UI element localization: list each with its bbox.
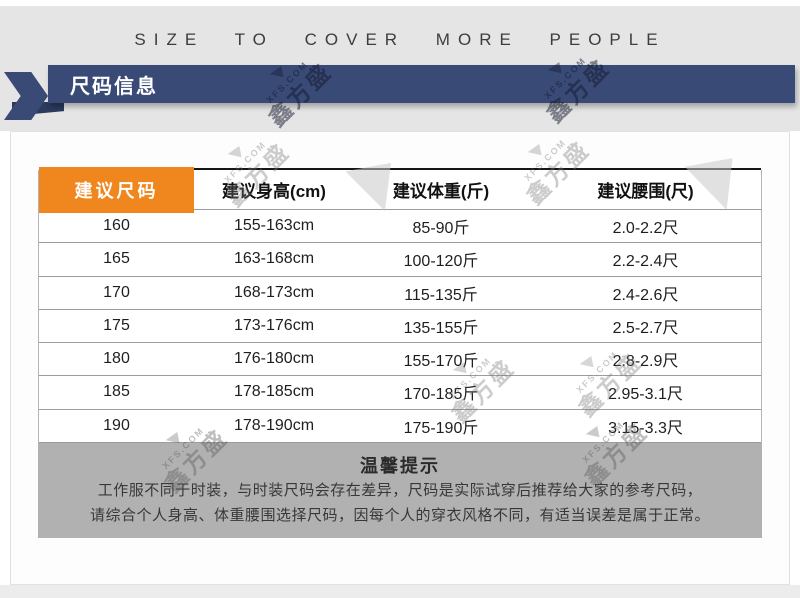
table-cell: 85-90斤 bbox=[412, 220, 470, 238]
table-cell: 2.5-2.7尺 bbox=[612, 319, 679, 337]
table-row: 165 163-168cm 100-120斤 2.2-2.4尺 bbox=[39, 243, 761, 277]
table-row: 190 178-190cm 175-190斤 3.15-3.3尺 bbox=[39, 410, 761, 443]
table-header-row: 建议尺码 建议身高(cm) 建议体重(斤) 建议腰围(尺) bbox=[38, 167, 762, 213]
weight-header-cell: 建议体重(斤) bbox=[392, 182, 490, 201]
table-cell: 135-155斤 bbox=[403, 319, 479, 337]
table-row: 160 155-163cm 85-90斤 2.0-2.2尺 bbox=[39, 210, 761, 244]
table-cell: 2.8-2.9尺 bbox=[612, 353, 679, 371]
table-cell: 2.95-3.1尺 bbox=[608, 386, 683, 404]
tips-title: 温馨提示 bbox=[360, 456, 440, 476]
table-cell: 165 bbox=[103, 250, 130, 268]
table-cell: 2.0-2.2尺 bbox=[612, 220, 679, 238]
bottom-strip bbox=[0, 585, 800, 598]
section-ribbon: 尺码信息 bbox=[48, 65, 795, 103]
section-title: 尺码信息 bbox=[70, 75, 158, 98]
table-cell: 178-190cm bbox=[233, 416, 315, 434]
tips-line-1: 工作服不同于时装，与时装尺码会存在差异，尺码是实际试穿后推荐给大家的参考尺码， bbox=[97, 482, 703, 499]
table-cell: 176-180cm bbox=[233, 350, 315, 368]
table-row: 175 173-176cm 135-155斤 2.5-2.7尺 bbox=[39, 310, 761, 344]
table-top-border bbox=[194, 168, 761, 170]
table-cell: 155-170斤 bbox=[403, 353, 479, 371]
table-cell: 185 bbox=[103, 383, 130, 401]
height-header-cell: 建议身高(cm) bbox=[222, 182, 326, 201]
table-cell: 173-176cm bbox=[233, 316, 315, 334]
table-cell: 115-135斤 bbox=[404, 286, 478, 304]
table-cell: 175 bbox=[103, 316, 130, 334]
table-body: 160 155-163cm 85-90斤 2.0-2.2尺 165 163-168cm 10… bbox=[38, 210, 762, 443]
table-row: 180 176-180cm 155-170斤 2.8-2.9尺 bbox=[39, 343, 761, 377]
tips-line-2: 请综合个人身高、体重腰围选择尺码，因每个人的穿衣风格不同，有适当误差是属于正常。 bbox=[89, 507, 710, 524]
table-cell: 100-120斤 bbox=[403, 253, 479, 271]
waist-header-cell: 建议腰围(尺) bbox=[597, 182, 694, 201]
top-slogan: SIZE TO COVER MORE PEOPLE bbox=[134, 30, 666, 49]
table-row: 170 168-173cm 115-135斤 2.4-2.6尺 bbox=[39, 277, 761, 310]
table-cell: 160 bbox=[103, 217, 130, 235]
table-cell: 163-168cm bbox=[233, 250, 315, 268]
size-table: 建议尺码 建议身高(cm) 建议体重(斤) 建议腰围(尺) 160 155-163… bbox=[38, 167, 762, 443]
table-cell: 3.15-3.3尺 bbox=[608, 419, 683, 437]
table-cell: 190 bbox=[103, 416, 130, 434]
size-header-cell: 建议尺码 bbox=[39, 167, 194, 213]
table-row: 185 178-185cm 170-185斤 2.95-3.1尺 bbox=[39, 376, 761, 410]
table-cell: 168-173cm bbox=[233, 283, 315, 301]
table-cell: 2.4-2.6尺 bbox=[612, 286, 679, 304]
table-cell: 170-185斤 bbox=[403, 386, 479, 404]
table-cell: 178-185cm bbox=[233, 383, 315, 401]
tips-box: 温馨提示 工作服不同于时装，与时装尺码会存在差异，尺码是实际试穿后推荐给大家的参… bbox=[38, 443, 762, 538]
table-cell: 180 bbox=[103, 350, 130, 368]
table-cell: 2.2-2.4尺 bbox=[612, 253, 679, 271]
table-cell: 175-190斤 bbox=[403, 419, 479, 437]
table-cell: 170 bbox=[103, 283, 130, 301]
table-cell: 155-163cm bbox=[233, 217, 315, 235]
